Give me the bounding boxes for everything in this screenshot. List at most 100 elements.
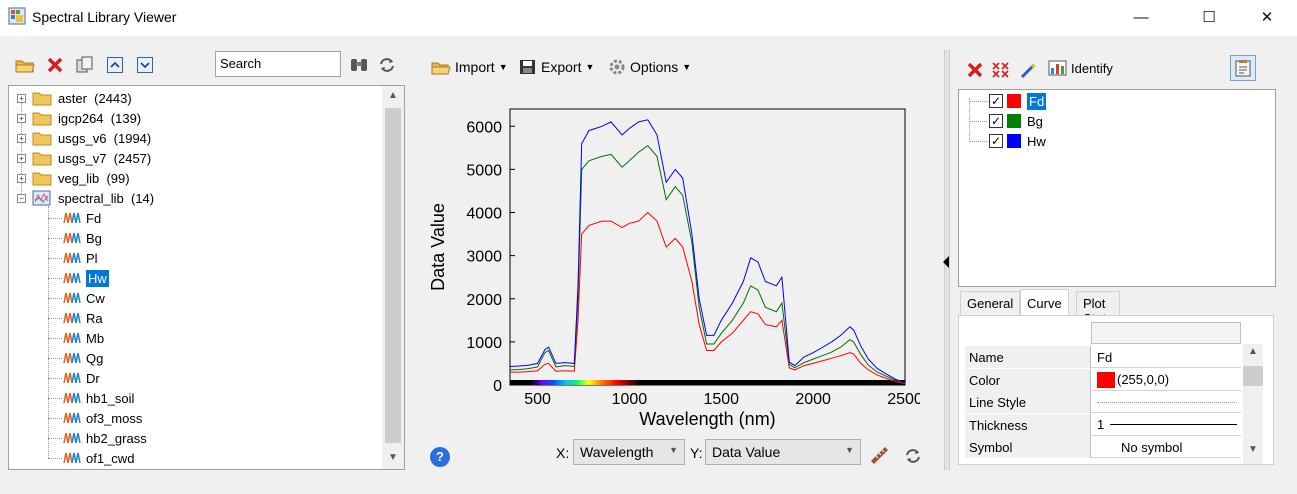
scrollbar-thumb[interactable] — [1243, 366, 1263, 386]
property-value-cell[interactable] — [1093, 391, 1241, 413]
tree-spectrum-item[interactable]: of1_cwd — [63, 448, 134, 468]
help-icon[interactable]: ? — [430, 447, 450, 467]
close-button[interactable]: ✕ — [1260, 9, 1274, 26]
curve-checkbox[interactable]: ✓ — [989, 114, 1003, 128]
tree-spectrum-item[interactable]: Qg — [63, 348, 103, 368]
x-axis-label: X: — [556, 445, 570, 461]
refresh-plot-icon[interactable] — [902, 445, 924, 467]
open-folder-icon[interactable] — [14, 54, 36, 76]
maximize-button[interactable]: ☐ — [1202, 9, 1216, 26]
property-value-cell[interactable]: 1 — [1093, 414, 1241, 436]
tree-spectrum-item[interactable]: Dr — [63, 368, 100, 388]
tree-spectrum-item[interactable]: Cw — [63, 288, 105, 308]
property-row[interactable]: Color (255,0,0) — [965, 368, 1241, 391]
scroll-up-icon[interactable]: ▲ — [1248, 346, 1258, 357]
scroll-up-icon[interactable]: ▲ — [388, 90, 398, 101]
properties-scrollbar[interactable]: ▲ ▼ — [1243, 344, 1263, 464]
collapse-icon[interactable]: − — [17, 193, 26, 203]
identify-button[interactable]: Identify — [1048, 56, 1113, 80]
tree-folder-veg_lib[interactable]: + veg_lib (99) — [17, 168, 130, 188]
expand-icon[interactable]: + — [17, 93, 26, 103]
delete-icon[interactable] — [44, 54, 66, 76]
property-row[interactable]: Symbol No symbol — [965, 436, 1241, 458]
chevron-down-icon: ▼ — [682, 62, 692, 72]
refresh-icon[interactable] — [376, 54, 398, 76]
curve-item-hw[interactable]: ✓ Hw — [989, 132, 1046, 150]
minimize-button[interactable]: — — [1133, 8, 1149, 26]
spectral-plot[interactable]: 0 1000 2000 3000 4000 5000 6000 500 1000 1500 2000… — [420, 95, 920, 435]
chevron-down-icon: ▼ — [498, 62, 508, 72]
tree-folder-label: aster — [58, 90, 87, 106]
tree-spectrum-item[interactable]: Mb — [63, 328, 104, 348]
curve-list[interactable]: ✓ Fd ✓ Bg ✓ Hw — [958, 89, 1276, 287]
property-name: Line Style — [965, 391, 1091, 413]
export-menu-button[interactable]: Export ▼ — [518, 55, 594, 79]
tree-folder-igcp264[interactable]: + igcp264 (139) — [17, 108, 141, 128]
tree-spectrum-item[interactable]: Bg — [63, 228, 102, 248]
x-axis-title: Wavelength (nm) — [639, 409, 775, 429]
tree-folder-usgs_v6[interactable]: + usgs_v6 (1994) — [17, 128, 151, 148]
spectral-library-tree[interactable]: + aster (2443) + igcp264 (139) + usgs_v6 (199… — [8, 85, 405, 470]
move-down-icon[interactable] — [134, 54, 156, 76]
tree-spectrum-item[interactable]: of3_moss — [63, 408, 142, 428]
property-row[interactable]: Name Fd — [965, 346, 1241, 368]
identify-label: Identify — [1071, 60, 1113, 76]
gear-icon — [609, 59, 625, 75]
y-tick-label: 3000 — [466, 249, 502, 266]
tree-scrollbar[interactable]: ▲ ▼ — [382, 86, 404, 469]
tree-spectrum-label: of3_moss — [86, 410, 143, 426]
search-input[interactable]: Search — [215, 51, 341, 77]
library-icon — [32, 190, 51, 206]
property-row[interactable]: Line Style — [965, 391, 1241, 413]
property-value-cell[interactable]: No symbol — [1093, 436, 1241, 458]
color-swatch — [1007, 94, 1021, 108]
copy-icon[interactable] — [74, 54, 96, 76]
tree-spectrum-item[interactable]: hb1_soil — [63, 388, 134, 408]
expand-icon[interactable]: + — [17, 133, 26, 143]
options-menu-button[interactable]: Options ▼ — [607, 55, 691, 79]
tree-spectrum-item[interactable]: hb2_grass — [63, 428, 147, 448]
y-axis-select[interactable]: Data Value ▼ — [705, 439, 861, 465]
scroll-down-icon[interactable]: ▼ — [1248, 444, 1258, 455]
scrollbar-thumb[interactable] — [385, 108, 401, 443]
curve-item-fd[interactable]: ✓ Fd — [989, 92, 1047, 110]
property-row[interactable]: Thickness 1 — [965, 413, 1241, 436]
import-menu-button[interactable]: Import ▼ — [430, 55, 508, 79]
spectrum-icon — [63, 272, 81, 284]
binoculars-icon[interactable] — [348, 54, 370, 76]
scroll-down-icon[interactable]: ▼ — [388, 452, 398, 463]
tree-folder-label: usgs_v6 — [58, 130, 107, 146]
properties-toggle-icon[interactable] — [1230, 55, 1256, 81]
remove-curve-icon[interactable] — [964, 59, 986, 81]
tree-folder-usgs_v7[interactable]: + usgs_v7 (2457) — [17, 148, 151, 168]
tab-general[interactable]: General — [960, 291, 1021, 315]
x-axis-select[interactable]: Wavelength ▼ — [573, 439, 685, 465]
property-value: No symbol — [1121, 439, 1183, 455]
tree-folder-aster[interactable]: + aster (2443) — [17, 88, 132, 108]
x-tick-label: 500 — [524, 391, 551, 408]
curve-item-bg[interactable]: ✓ Bg — [989, 112, 1043, 130]
y-axis-title: Data Value — [428, 203, 448, 291]
tab-curve[interactable]: Curve — [1020, 289, 1069, 315]
folder-icon — [32, 132, 52, 146]
tree-spectrum-item[interactable]: Pl — [63, 248, 98, 268]
move-up-icon[interactable] — [104, 54, 126, 76]
magic-wand-icon[interactable] — [1018, 59, 1040, 81]
ruler-icon[interactable] — [868, 443, 890, 465]
property-value-cell[interactable]: Fd — [1093, 346, 1241, 368]
collapse-arrow-icon[interactable] — [943, 256, 949, 268]
expand-icon[interactable]: + — [17, 113, 26, 123]
expand-icon[interactable]: + — [17, 153, 26, 163]
tree-library-spectral-lib[interactable]: − spectral_lib (14) — [17, 188, 154, 208]
curve-checkbox[interactable]: ✓ — [989, 94, 1003, 108]
property-value-cell[interactable]: (255,0,0) — [1093, 369, 1241, 391]
tab-plot-stats[interactable]: Plot Stats — [1076, 291, 1120, 326]
curve-checkbox[interactable]: ✓ — [989, 134, 1003, 148]
tree-spectrum-item[interactable]: Ra — [63, 308, 103, 328]
tree-spectrum-item[interactable]: Hw — [63, 268, 109, 288]
expand-icon[interactable]: + — [17, 173, 26, 183]
remove-all-icon[interactable] — [990, 59, 1012, 81]
tree-library-count: (14) — [131, 190, 155, 206]
tree-spectrum-item[interactable]: Fd — [63, 208, 101, 228]
options-label: Options — [630, 59, 679, 75]
